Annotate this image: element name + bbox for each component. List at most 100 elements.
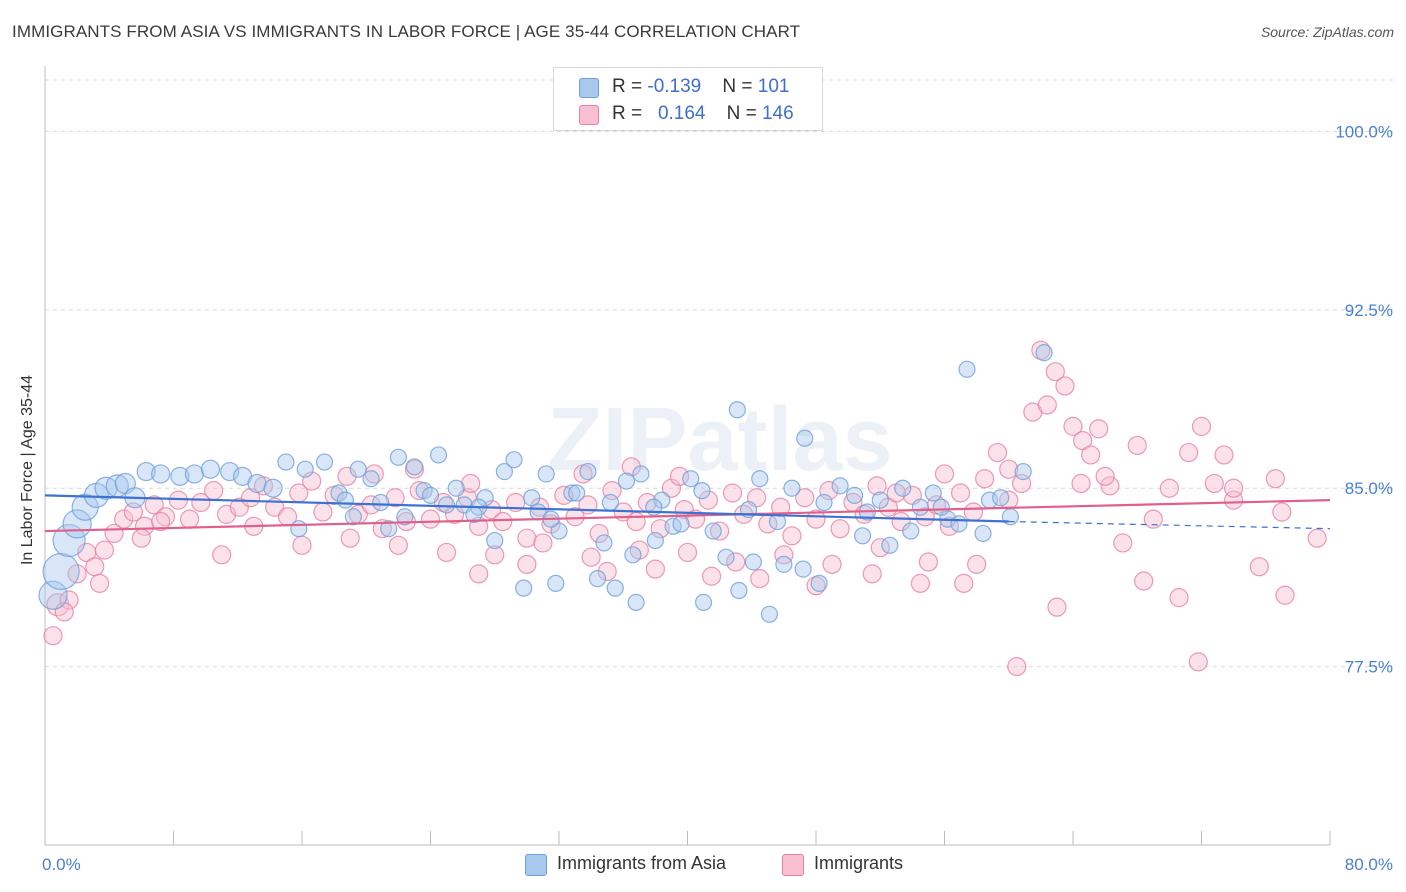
legend-label: Immigrants from Asia bbox=[557, 853, 727, 873]
data-point bbox=[220, 461, 240, 482]
data-point bbox=[568, 484, 586, 502]
data-point bbox=[515, 579, 533, 597]
data-point bbox=[1134, 571, 1154, 591]
data-point bbox=[212, 545, 232, 565]
data-point bbox=[999, 459, 1019, 479]
data-point bbox=[624, 546, 642, 564]
data-point bbox=[263, 478, 283, 498]
data-point bbox=[1100, 476, 1120, 496]
data-point bbox=[627, 593, 645, 611]
data-point bbox=[934, 464, 955, 484]
data-point bbox=[810, 574, 828, 592]
data-point bbox=[669, 466, 690, 486]
data-point bbox=[1055, 376, 1075, 396]
data-point bbox=[469, 564, 489, 584]
data-point bbox=[277, 453, 295, 471]
y-tick-label: 85.0% bbox=[1345, 479, 1393, 498]
data-point bbox=[710, 521, 730, 541]
data-point bbox=[1143, 509, 1163, 529]
data-point bbox=[796, 429, 814, 447]
data-point bbox=[626, 511, 646, 532]
data-point bbox=[389, 448, 407, 466]
data-point bbox=[1089, 419, 1109, 439]
y-tick-labels: 77.5% 85.0% 92.5% 100.0% bbox=[1335, 122, 1393, 676]
data-point bbox=[94, 540, 115, 560]
data-point bbox=[362, 470, 380, 488]
data-point bbox=[751, 470, 769, 488]
data-point bbox=[902, 522, 920, 540]
data-point bbox=[1071, 473, 1091, 494]
data-point bbox=[547, 574, 565, 592]
data-point bbox=[447, 479, 465, 497]
data-point bbox=[151, 464, 171, 484]
source-label: Source: ZipAtlas.com bbox=[1260, 24, 1394, 40]
data-point bbox=[131, 528, 151, 548]
r-value: -0.139 bbox=[647, 76, 702, 97]
data-point bbox=[313, 502, 333, 522]
data-point bbox=[1159, 478, 1179, 498]
legend-swatch-pink bbox=[579, 105, 599, 125]
data-point bbox=[958, 360, 976, 378]
data-point bbox=[918, 552, 939, 572]
data-point bbox=[1272, 502, 1292, 522]
data-point bbox=[1204, 473, 1224, 494]
data-point bbox=[1037, 395, 1057, 415]
data-point bbox=[987, 442, 1008, 463]
data-point bbox=[963, 502, 984, 522]
data-point bbox=[589, 523, 609, 544]
data-point bbox=[645, 559, 665, 579]
data-point bbox=[52, 523, 86, 558]
data-point bbox=[476, 489, 494, 507]
data-point bbox=[517, 528, 537, 548]
data-point bbox=[672, 515, 690, 533]
trend-lines bbox=[44, 494, 1331, 533]
data-point bbox=[698, 490, 718, 510]
data-point bbox=[292, 535, 312, 555]
data-point bbox=[750, 569, 770, 589]
data-point bbox=[1063, 416, 1083, 436]
data-point bbox=[1179, 442, 1199, 463]
data-point bbox=[533, 533, 553, 553]
data-point bbox=[315, 453, 334, 471]
data-point bbox=[617, 472, 636, 490]
data-point bbox=[950, 515, 968, 533]
data-point bbox=[330, 484, 348, 502]
data-point bbox=[894, 479, 912, 497]
data-point bbox=[385, 488, 405, 508]
data-point bbox=[677, 542, 698, 563]
data-point bbox=[730, 581, 748, 600]
legend-swatch-blue bbox=[579, 78, 599, 98]
x-tick-labels: 0.0% 80.0% bbox=[42, 855, 1393, 874]
data-point bbox=[819, 481, 839, 501]
data-point bbox=[693, 482, 711, 500]
data-point bbox=[437, 496, 456, 514]
data-point bbox=[682, 470, 700, 488]
data-point bbox=[229, 497, 249, 517]
r-label: R = bbox=[612, 76, 648, 97]
data-point bbox=[853, 527, 872, 545]
stats-legend: R = -0.139 N = 101 R = 0.164 N = 146 bbox=[553, 67, 823, 131]
data-point bbox=[1191, 416, 1212, 436]
data-point bbox=[405, 458, 424, 476]
series-asia-points bbox=[38, 344, 1053, 623]
data-point bbox=[517, 554, 537, 574]
data-point bbox=[646, 531, 664, 550]
data-point bbox=[806, 509, 826, 529]
data-point bbox=[344, 508, 362, 526]
data-point bbox=[429, 446, 448, 464]
data-point bbox=[85, 557, 105, 577]
data-point bbox=[1047, 597, 1067, 617]
data-point bbox=[881, 536, 899, 554]
data-point bbox=[336, 491, 354, 509]
data-point bbox=[1214, 445, 1234, 465]
data-point bbox=[1014, 462, 1032, 481]
data-point bbox=[495, 462, 513, 481]
data-point bbox=[1045, 362, 1065, 382]
y-tick-label: 77.5% bbox=[1345, 658, 1393, 677]
data-point bbox=[179, 509, 200, 529]
data-point bbox=[372, 493, 390, 512]
data-point bbox=[632, 465, 650, 483]
data-point bbox=[1275, 585, 1295, 605]
data-point bbox=[90, 573, 110, 593]
data-point bbox=[144, 495, 164, 515]
